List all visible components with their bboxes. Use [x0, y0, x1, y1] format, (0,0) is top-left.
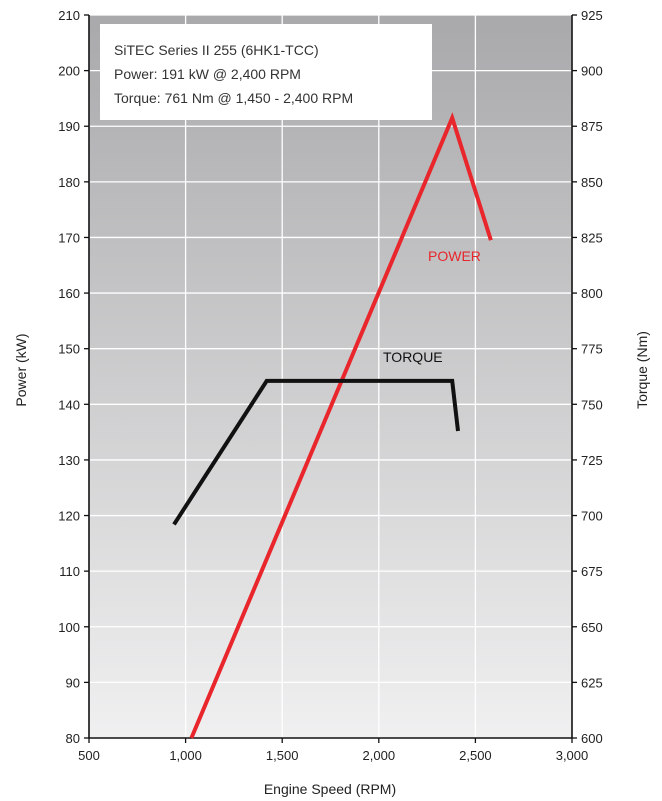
left-tick-label: 150	[58, 342, 80, 357]
right-tick-label: 800	[581, 286, 603, 301]
info-box: SiTEC Series II 255 (6HK1-TCC) Power: 19…	[100, 24, 432, 120]
left-tick-label: 100	[58, 620, 80, 635]
right-tick-label: 850	[581, 175, 603, 190]
x-tick-label: 3,000	[556, 748, 589, 763]
info-title: SiTEC Series II 255 (6HK1-TCC)	[114, 42, 319, 58]
left-tick-label: 80	[66, 731, 80, 746]
right-tick-label: 600	[581, 731, 603, 746]
left-tick-label: 170	[58, 230, 80, 245]
power-curve	[189, 112, 493, 739]
axes	[88, 15, 573, 739]
left-tick-label: 200	[58, 64, 80, 79]
right-tick-label: 625	[581, 675, 603, 690]
right-tick-label: 675	[581, 564, 603, 579]
left-tick-label: 130	[58, 453, 80, 468]
right-tick-label: 900	[581, 64, 603, 79]
data-series	[172, 112, 493, 739]
left-tick-label: 120	[58, 509, 80, 524]
left-tick-label: 90	[66, 675, 80, 690]
left-tick-label: 160	[58, 286, 80, 301]
right-tick-label: 650	[581, 620, 603, 635]
right-tick-label: 750	[581, 397, 603, 412]
info-power: Power: 191 kW @ 2,400 RPM	[114, 66, 301, 82]
left-tick-label: 140	[58, 397, 80, 412]
torque-curve	[172, 378, 460, 526]
right-axis-ticks: 600 625 650 675 700 725 750 775 800 825 850 875 900 9…	[572, 8, 603, 746]
right-tick-label: 925	[581, 8, 603, 23]
right-tick-label: 775	[581, 342, 603, 357]
x-tick-label: 2,000	[363, 748, 396, 763]
left-tick-label: 210	[58, 8, 80, 23]
right-tick-label: 700	[581, 509, 603, 524]
x-axis-title: Engine Speed (RPM)	[264, 781, 396, 797]
right-axis-title: Torque (Nm)	[634, 331, 650, 409]
left-tick-label: 190	[58, 119, 80, 134]
right-tick-label: 725	[581, 453, 603, 468]
right-tick-label: 875	[581, 119, 603, 134]
right-tick-label: 825	[581, 230, 603, 245]
x-axis-ticks: 500 1,000 1,500 2,000 2,500 3,000	[78, 738, 588, 763]
torque-series-label: TORQUE	[383, 349, 443, 365]
left-tick-label: 180	[58, 175, 80, 190]
x-tick-label: 1,000	[169, 748, 202, 763]
left-tick-label: 110	[59, 564, 80, 579]
left-axis-title: Power (kW)	[13, 333, 29, 406]
x-tick-label: 1,500	[266, 748, 299, 763]
plot-area	[89, 15, 572, 738]
info-torque: Torque: 761 Nm @ 1,450 - 2,400 RPM	[114, 90, 353, 106]
x-tick-label: 500	[78, 748, 100, 763]
power-series-label: POWER	[428, 248, 481, 264]
left-axis-ticks: 80 90 100 110 120 130 140 150 160 170 180 190 200 210	[58, 8, 89, 746]
x-tick-label: 2,500	[459, 748, 492, 763]
info-box-background	[100, 24, 432, 120]
